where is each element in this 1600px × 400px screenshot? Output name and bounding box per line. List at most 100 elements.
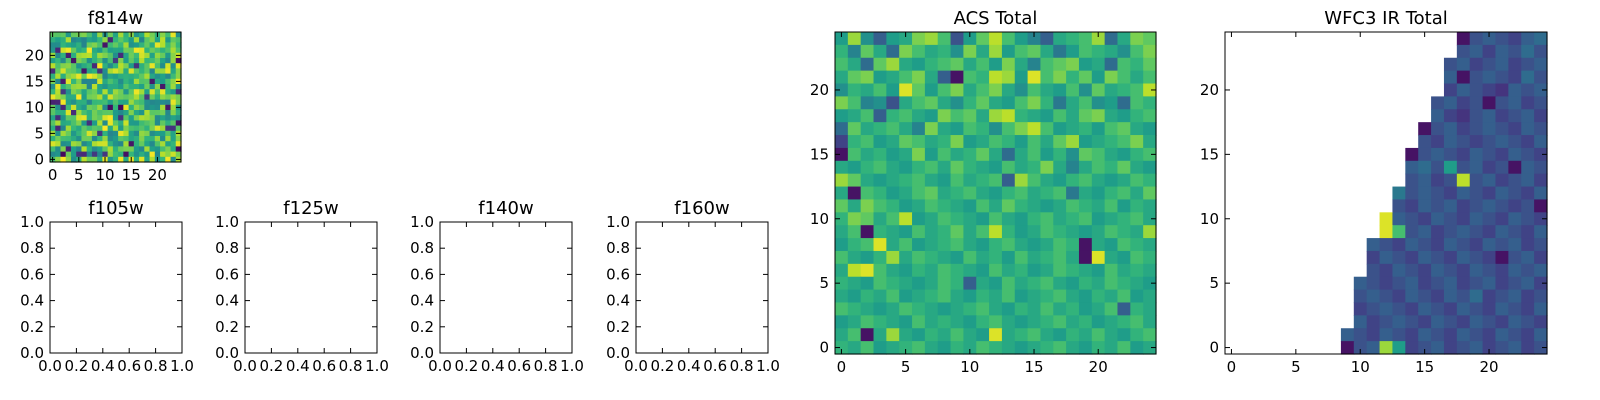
heatmap-cell	[70, 130, 77, 137]
heatmap-cell	[112, 110, 119, 116]
heatmap-cell	[1456, 250, 1471, 265]
heatmap-cell	[175, 47, 182, 54]
heatmap-cell	[1001, 302, 1016, 316]
heatmap-cell	[860, 276, 875, 291]
plot-frame	[49, 31, 182, 163]
heatmap-cell	[1143, 109, 1157, 123]
heatmap-cell	[989, 122, 1003, 136]
heatmap-cell	[989, 44, 1003, 59]
heatmap-cell	[76, 84, 83, 90]
heatmap-cell	[1443, 57, 1458, 72]
heatmap-cell	[1027, 225, 1042, 239]
heatmap-cell	[55, 78, 62, 85]
heatmap-cell	[1431, 225, 1445, 239]
heatmap-cell	[1431, 263, 1445, 278]
heatmap-cell	[1117, 263, 1131, 278]
heatmap-cell	[118, 136, 124, 142]
heatmap-cell	[128, 115, 135, 121]
heatmap-cell	[81, 78, 88, 85]
heatmap-cell	[1508, 160, 1522, 175]
heatmap-cell	[1143, 186, 1157, 201]
heatmap-cell	[1469, 225, 1484, 239]
heatmap-cell	[76, 125, 83, 132]
heatmap-cell	[1482, 32, 1497, 46]
heatmap-cell	[873, 328, 887, 342]
heatmap-cell	[847, 96, 862, 110]
heatmap-cell	[118, 130, 124, 137]
heatmap-cell	[55, 125, 62, 132]
heatmap-cell	[97, 37, 103, 43]
heatmap-cell	[118, 37, 124, 43]
heatmap-cell	[1392, 238, 1406, 252]
heatmap-cell	[81, 32, 88, 38]
heatmap-cell	[1053, 238, 1067, 252]
heatmap-cell	[1066, 83, 1080, 97]
heatmap-cell	[1091, 160, 1106, 175]
heatmap-cell	[1495, 341, 1509, 355]
heatmap-cell	[1001, 250, 1016, 265]
x-tick-label: 0.4	[286, 357, 310, 375]
heatmap-cell	[102, 52, 109, 59]
heatmap-cell	[175, 73, 182, 80]
heatmap-cell	[165, 47, 172, 54]
heatmap-cell	[1040, 122, 1054, 136]
heatmap-cell	[1130, 302, 1144, 316]
heatmap-cell	[1405, 186, 1419, 201]
heatmap-cell	[860, 212, 875, 226]
heatmap-cell	[91, 104, 98, 111]
heatmap-cell	[1053, 44, 1067, 59]
heatmap-cell	[873, 238, 887, 252]
heatmap-cell	[1456, 109, 1471, 123]
heatmap-cell	[1521, 32, 1535, 46]
heatmap-cell	[937, 238, 952, 252]
heatmap-cell	[873, 212, 887, 226]
heatmap-cell	[1001, 289, 1016, 304]
heatmap-cell	[144, 63, 151, 69]
heatmap-cell	[1495, 328, 1509, 342]
heatmap-cell	[1495, 302, 1509, 316]
heatmap-cell	[976, 173, 990, 188]
heatmap-cell	[149, 47, 156, 54]
heatmap-cell	[1508, 83, 1522, 97]
heatmap-cell	[60, 125, 67, 132]
heatmap-cell	[1534, 32, 1548, 46]
heatmap-cell	[1418, 341, 1432, 355]
heatmap-cell	[976, 135, 990, 149]
heatmap-cell	[1053, 186, 1067, 201]
heatmap-cell	[160, 37, 166, 43]
heatmap-cell	[154, 99, 161, 106]
heatmap-cell	[70, 104, 77, 111]
heatmap-cell	[144, 78, 151, 85]
heatmap-cell	[60, 151, 67, 158]
heatmap-cell	[1091, 57, 1106, 72]
heatmap-cell	[1508, 315, 1522, 329]
heatmap-cell	[924, 70, 939, 85]
heatmap-cell	[70, 120, 77, 127]
heatmap-cell	[70, 146, 77, 153]
heatmap-cell	[873, 341, 887, 355]
heatmap-cell	[97, 104, 103, 111]
heatmap-cell	[160, 115, 166, 121]
heatmap-cell	[70, 32, 77, 38]
heatmap-cell	[133, 125, 140, 132]
heatmap-cell	[1027, 199, 1042, 213]
heatmap-cell	[91, 136, 98, 142]
heatmap-cell	[1508, 109, 1522, 123]
heatmap-cell	[1040, 212, 1054, 226]
heatmap-cell	[847, 83, 862, 97]
heatmap-cell	[102, 68, 109, 75]
y-tick-label: 10	[1200, 210, 1219, 228]
heatmap-cell	[55, 73, 62, 80]
heatmap-cell	[1495, 96, 1509, 110]
heatmap-cell	[1431, 186, 1445, 201]
heatmap-cell	[950, 289, 964, 304]
heatmap-cell	[170, 78, 177, 85]
heatmap-cell	[70, 68, 77, 75]
heatmap-cell	[154, 151, 161, 158]
heatmap-cell	[60, 94, 67, 101]
heatmap-cell	[1469, 341, 1484, 355]
heatmap-cell	[91, 146, 98, 153]
heatmap-cell	[65, 47, 72, 54]
heatmap-cell	[1366, 238, 1381, 252]
